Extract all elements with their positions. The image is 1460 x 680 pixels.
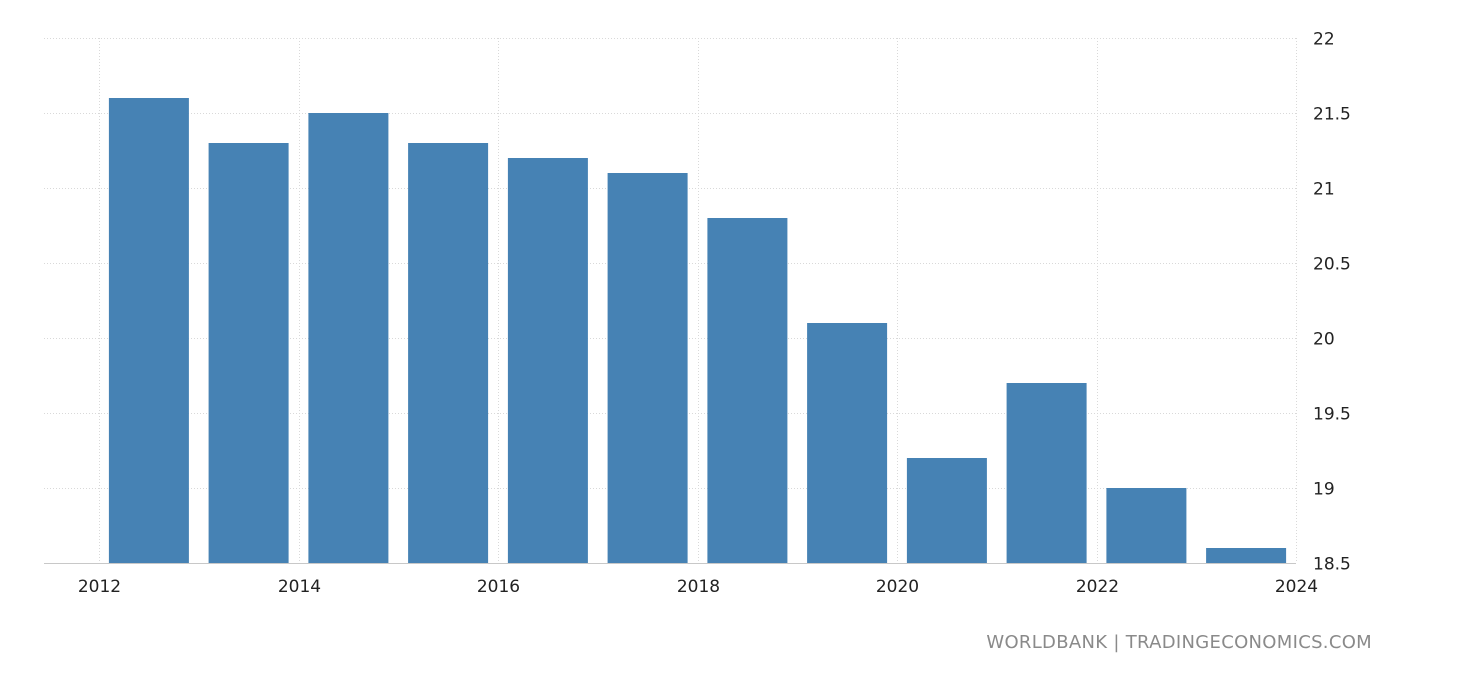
y-axis-ticks: 18.5 19 19.5 20 20.5 21 21.5 22 <box>1313 30 1351 575</box>
bar <box>408 143 489 563</box>
x-tick-label: 2016 <box>477 577 520 597</box>
x-tick-label: 2024 <box>1275 577 1318 597</box>
bar <box>308 113 389 563</box>
bar <box>707 218 788 563</box>
bar <box>108 98 189 563</box>
y-tick-label: 20 <box>1313 330 1335 350</box>
y-tick-label: 21 <box>1313 180 1335 200</box>
bar <box>906 458 987 563</box>
bar <box>208 143 289 563</box>
x-tick-label: 2012 <box>78 577 121 597</box>
bar <box>507 158 588 563</box>
bars <box>108 98 1287 563</box>
x-tick-label: 2020 <box>876 577 919 597</box>
source-label: WORLDBANK | TRADINGECONOMICS.COM <box>986 632 1372 653</box>
y-tick-label: 19.5 <box>1313 405 1351 425</box>
grid-lines <box>44 38 1297 564</box>
x-tick-label: 2018 <box>677 577 720 597</box>
bar <box>1106 488 1187 563</box>
bar <box>1006 383 1087 563</box>
bar <box>607 173 688 563</box>
bar <box>1206 548 1287 563</box>
y-tick-label: 22 <box>1313 30 1335 50</box>
y-tick-label: 20.5 <box>1313 255 1351 275</box>
y-tick-label: 21.5 <box>1313 105 1351 125</box>
y-tick-label: 19 <box>1313 480 1335 500</box>
bar <box>807 323 888 563</box>
x-tick-label: 2022 <box>1076 577 1119 597</box>
x-axis-ticks: 2012 2014 2016 2018 2020 2022 2024 <box>78 577 1318 597</box>
x-tick-label: 2014 <box>278 577 321 597</box>
y-tick-label: 18.5 <box>1313 555 1351 575</box>
